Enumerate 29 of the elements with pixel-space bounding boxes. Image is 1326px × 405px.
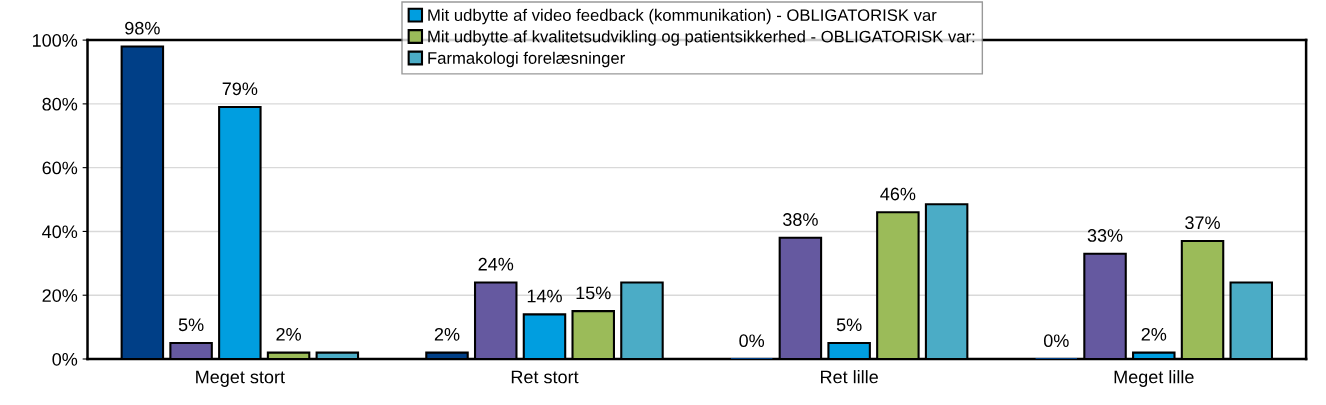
data-label: 0% — [1043, 334, 1069, 348]
x-tick-label: Ret lille — [821, 370, 878, 384]
data-label: 98% — [125, 21, 160, 35]
x-tick-label: Ret stort — [511, 370, 579, 384]
data-label: 0% — [739, 334, 765, 348]
data-label: 15% — [576, 286, 611, 300]
y-tick-label: 0% — [52, 352, 78, 366]
data-label: 2% — [1141, 327, 1167, 341]
y-tick-label: 40% — [42, 225, 78, 239]
legend-label: Farmakologi forelæsninger — [428, 51, 625, 68]
data-label: 2% — [434, 327, 460, 341]
data-label: 46% — [880, 187, 916, 201]
y-tick-label: 60% — [42, 161, 78, 175]
data-label: 14% — [527, 289, 562, 303]
data-label: 5% — [836, 318, 862, 332]
y-tick-label: 80% — [42, 97, 78, 111]
legend-label: Mit udbytte af kvalitetsudvikling og patientsikkerhed - OBLIGATORISK var: — [428, 30, 975, 46]
data-label: 38% — [783, 213, 818, 226]
legend-label: Mit udbytte af video feedback (kommunikation) - OBLIGATORISK var — [428, 8, 937, 25]
data-label: 33% — [1087, 229, 1123, 242]
x-tick-label: Meget lille — [1114, 370, 1194, 387]
data-label: 24% — [478, 257, 514, 271]
y-tick-label: 100% — [32, 34, 78, 47]
data-label: 5% — [178, 318, 204, 332]
data-label: 37% — [1185, 216, 1220, 230]
x-tick-label: Meget stort — [196, 370, 285, 387]
data-label: 2% — [276, 327, 301, 341]
data-label: 79% — [222, 82, 258, 96]
y-tick-label: 20% — [42, 289, 78, 302]
